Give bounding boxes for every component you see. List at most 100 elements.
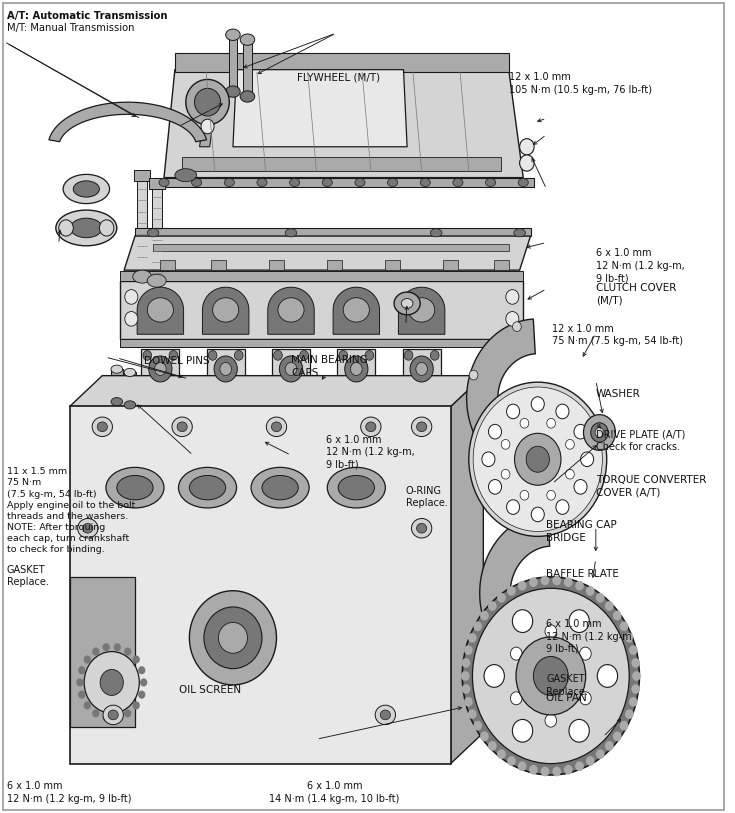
Ellipse shape — [489, 424, 501, 439]
Ellipse shape — [300, 350, 309, 360]
Ellipse shape — [545, 625, 556, 638]
Ellipse shape — [566, 440, 574, 450]
Ellipse shape — [154, 363, 166, 376]
Ellipse shape — [453, 178, 463, 186]
Ellipse shape — [290, 178, 300, 186]
Ellipse shape — [512, 610, 533, 633]
Ellipse shape — [339, 350, 348, 360]
Ellipse shape — [484, 664, 504, 687]
Ellipse shape — [92, 417, 112, 437]
Ellipse shape — [186, 80, 229, 125]
Ellipse shape — [262, 476, 298, 500]
Polygon shape — [49, 102, 207, 141]
Ellipse shape — [226, 29, 240, 41]
Polygon shape — [70, 577, 135, 727]
Ellipse shape — [620, 721, 628, 731]
Polygon shape — [121, 339, 523, 347]
Ellipse shape — [218, 623, 248, 653]
Ellipse shape — [462, 684, 470, 693]
Ellipse shape — [520, 139, 534, 155]
Polygon shape — [268, 287, 315, 334]
Ellipse shape — [416, 363, 428, 376]
Ellipse shape — [220, 363, 232, 376]
Text: MAIN BEARING
CAPS: MAIN BEARING CAPS — [291, 355, 368, 378]
Ellipse shape — [547, 419, 556, 428]
Ellipse shape — [501, 440, 510, 450]
Polygon shape — [403, 349, 440, 393]
Polygon shape — [142, 349, 179, 393]
Ellipse shape — [580, 647, 591, 660]
Ellipse shape — [380, 710, 390, 720]
Polygon shape — [327, 260, 342, 270]
Polygon shape — [121, 271, 523, 280]
Ellipse shape — [208, 350, 217, 360]
Text: BAFFLE PLATE: BAFFLE PLATE — [546, 569, 620, 579]
Ellipse shape — [473, 721, 482, 731]
Ellipse shape — [625, 633, 634, 642]
Ellipse shape — [117, 476, 153, 500]
Ellipse shape — [103, 643, 110, 651]
Text: 6 x 1.0 mm
12 N·m (1.2 kg-m,
9 lb-ft): 6 x 1.0 mm 12 N·m (1.2 kg-m, 9 lb-ft) — [546, 620, 635, 654]
Ellipse shape — [63, 174, 110, 203]
Ellipse shape — [584, 415, 615, 450]
Ellipse shape — [631, 658, 640, 667]
Ellipse shape — [338, 476, 374, 500]
Ellipse shape — [124, 401, 136, 409]
Polygon shape — [337, 349, 375, 393]
Ellipse shape — [85, 651, 140, 713]
Ellipse shape — [278, 298, 304, 322]
Text: BEARING CAP
BRIDGE: BEARING CAP BRIDGE — [546, 520, 617, 542]
Text: OIL SCREEN: OIL SCREEN — [179, 685, 240, 695]
Ellipse shape — [99, 220, 114, 236]
Ellipse shape — [409, 298, 434, 322]
Ellipse shape — [620, 621, 628, 631]
Ellipse shape — [526, 446, 549, 472]
Ellipse shape — [461, 671, 470, 680]
Ellipse shape — [285, 228, 297, 237]
Ellipse shape — [124, 709, 132, 717]
Ellipse shape — [564, 577, 573, 587]
Ellipse shape — [214, 356, 237, 382]
Ellipse shape — [596, 593, 605, 602]
Polygon shape — [151, 189, 162, 280]
Ellipse shape — [556, 500, 569, 515]
Ellipse shape — [404, 350, 413, 360]
Ellipse shape — [132, 702, 140, 710]
Ellipse shape — [625, 709, 634, 719]
Ellipse shape — [564, 765, 573, 775]
Ellipse shape — [100, 669, 123, 695]
Polygon shape — [148, 177, 165, 189]
Text: M/T: Manual Transmission: M/T: Manual Transmission — [7, 23, 134, 33]
Ellipse shape — [464, 697, 473, 706]
Ellipse shape — [552, 767, 561, 776]
Ellipse shape — [59, 220, 74, 236]
Ellipse shape — [531, 397, 545, 411]
Ellipse shape — [569, 720, 589, 742]
Ellipse shape — [257, 178, 267, 186]
Text: O-RING
Replace.: O-RING Replace. — [406, 486, 448, 508]
Ellipse shape — [488, 601, 497, 611]
Polygon shape — [243, 40, 252, 97]
Ellipse shape — [605, 741, 614, 751]
Ellipse shape — [343, 298, 370, 322]
Ellipse shape — [401, 298, 413, 308]
Ellipse shape — [480, 732, 489, 741]
Polygon shape — [269, 260, 284, 270]
Ellipse shape — [529, 577, 538, 587]
Polygon shape — [135, 169, 150, 180]
Ellipse shape — [133, 270, 151, 283]
Ellipse shape — [111, 398, 123, 406]
Ellipse shape — [111, 365, 123, 373]
Polygon shape — [182, 157, 501, 171]
Ellipse shape — [566, 469, 574, 479]
Ellipse shape — [598, 664, 617, 687]
Ellipse shape — [84, 655, 91, 663]
Ellipse shape — [114, 714, 121, 722]
Ellipse shape — [632, 671, 641, 680]
Polygon shape — [160, 260, 175, 270]
Ellipse shape — [375, 705, 395, 724]
Ellipse shape — [576, 580, 584, 590]
Ellipse shape — [204, 607, 262, 668]
Ellipse shape — [629, 697, 638, 706]
Ellipse shape — [489, 480, 501, 494]
